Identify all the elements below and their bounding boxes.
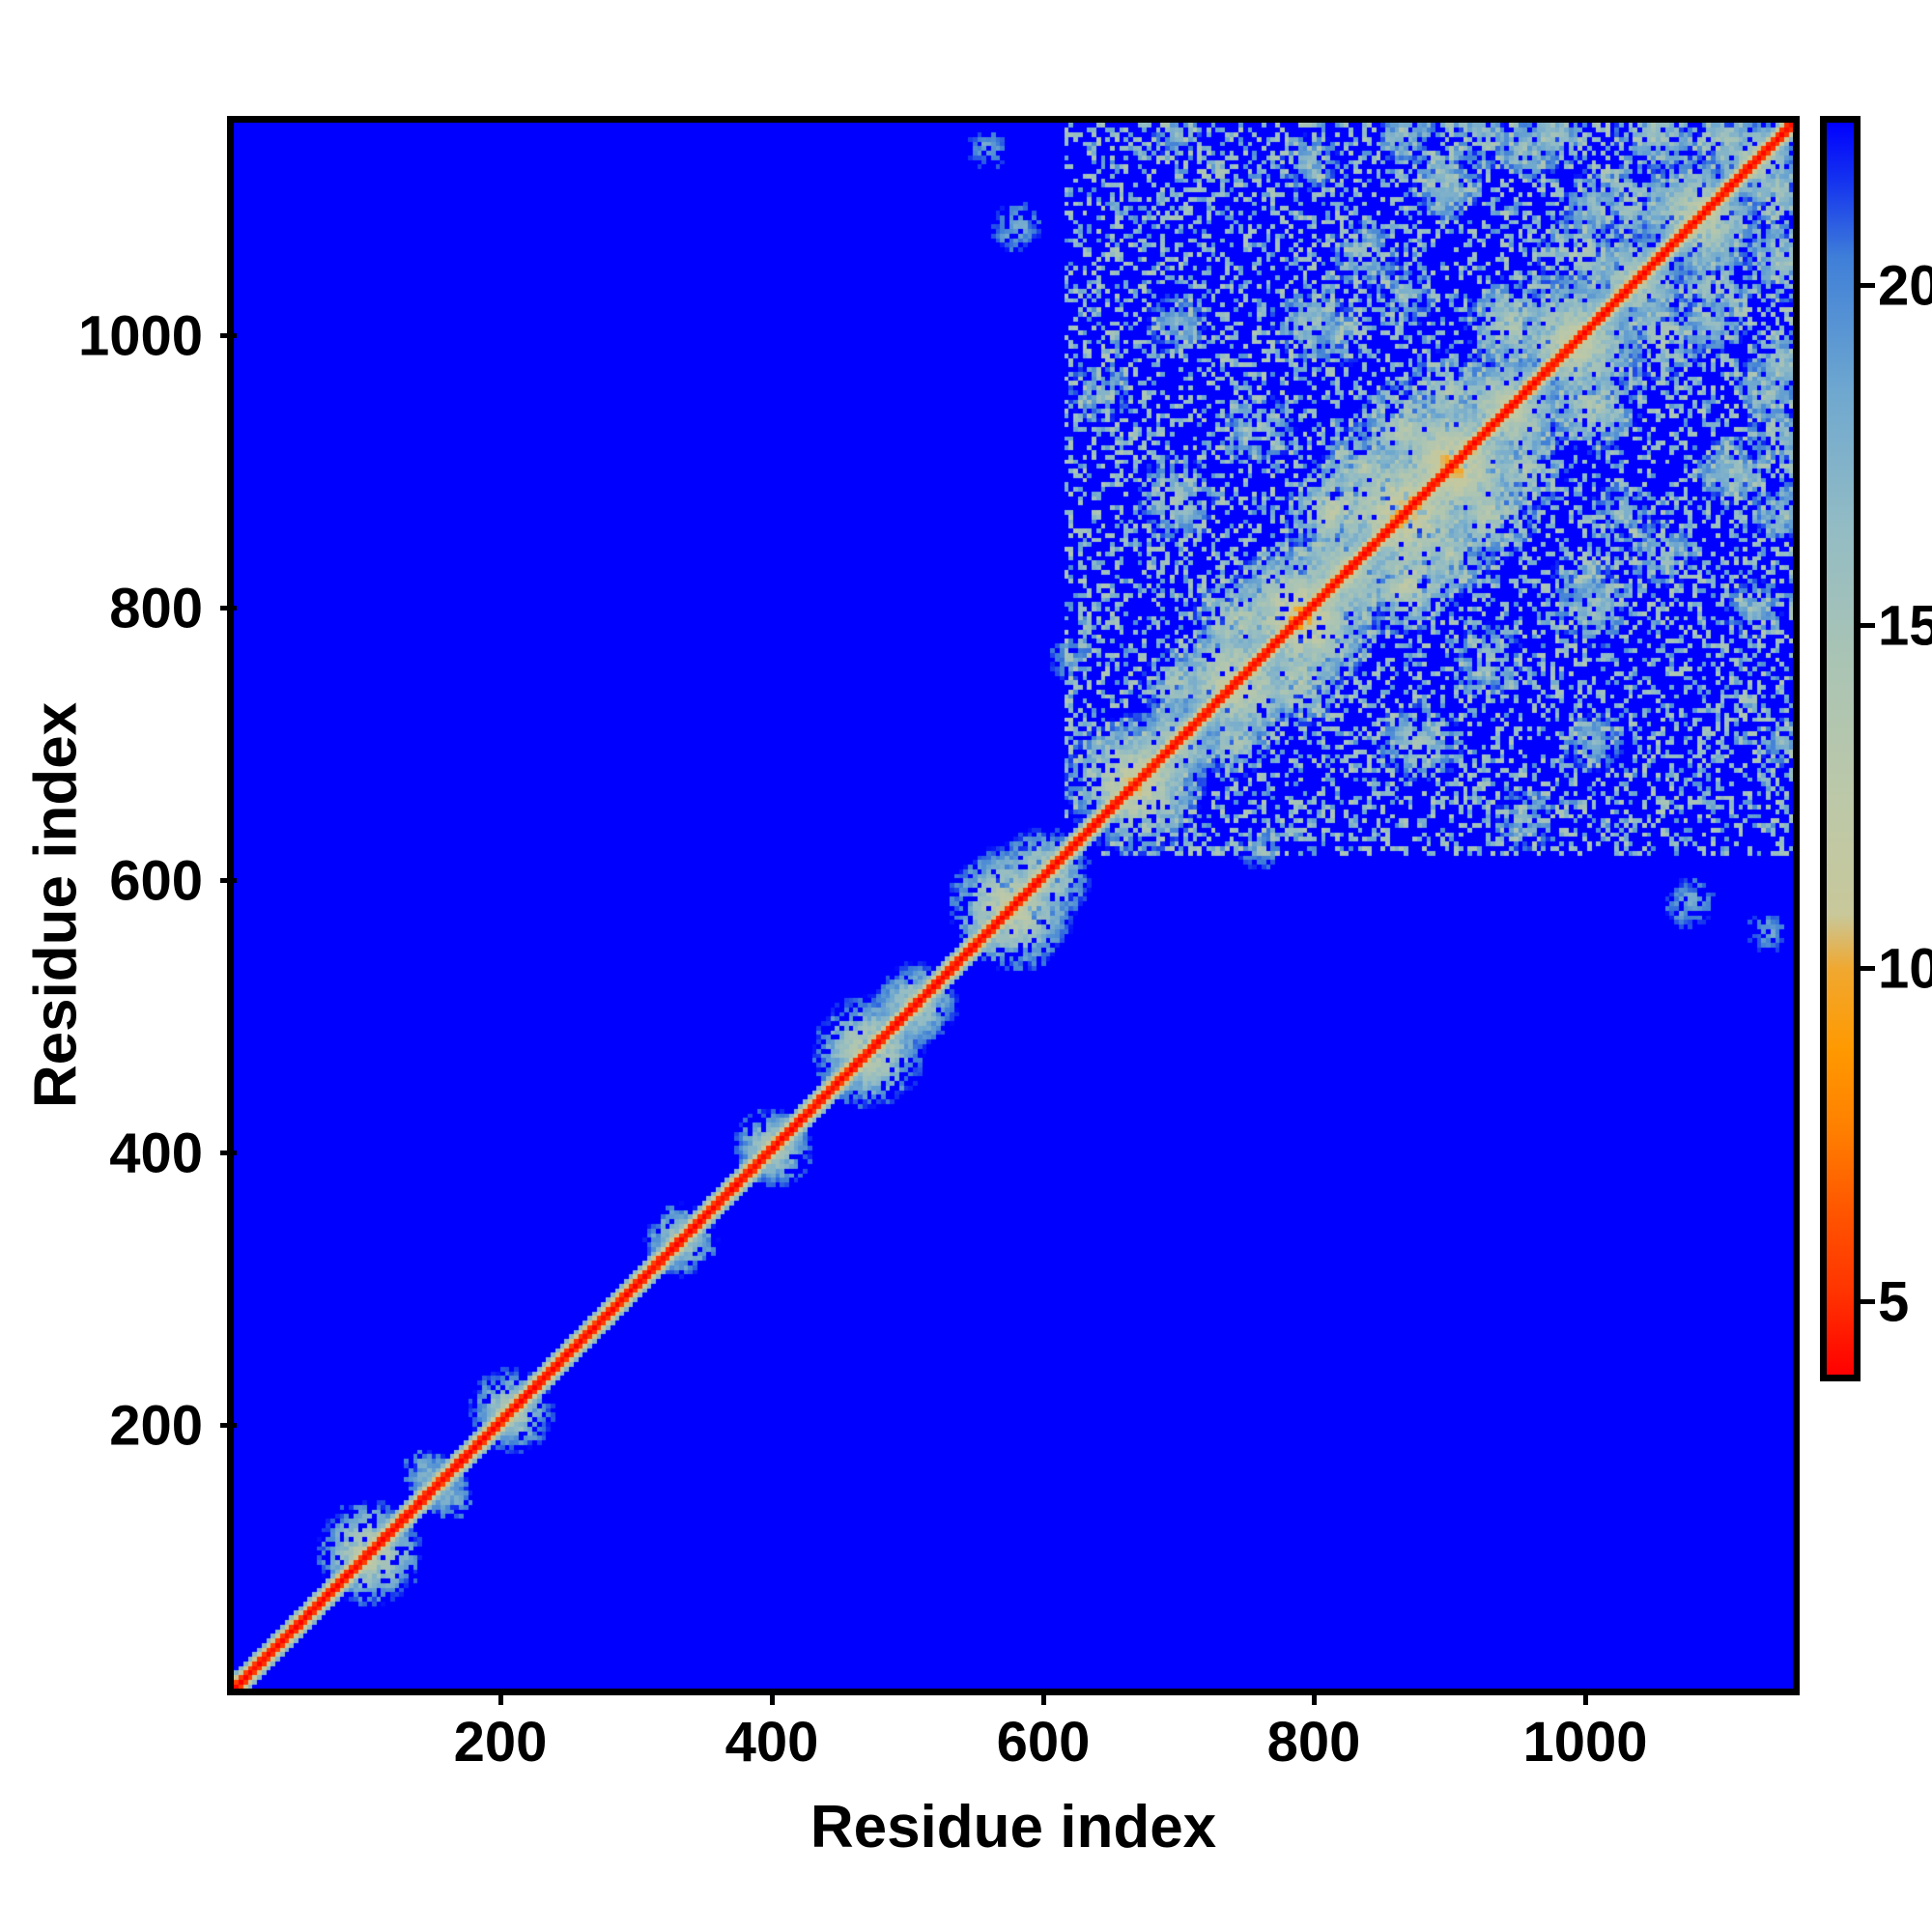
y-tick-200 [220,1423,237,1428]
y-ticklabel-600: 600 [109,849,203,913]
y-tick-600 [220,878,237,883]
colorbar-label-20: 20 [1878,254,1932,318]
colorbar-tick-15 [1861,623,1875,628]
x-ticklabel-400: 400 [724,1711,819,1774]
x-tick-600 [1041,1689,1046,1705]
x-ticklabel-800: 800 [1266,1711,1361,1774]
x-ticklabel-600: 600 [996,1711,1091,1774]
y-tick-800 [220,606,237,611]
contact-map-plot [227,116,1800,1695]
colorbar-gradient [1827,123,1854,1375]
x-ticklabel-200: 200 [453,1711,548,1774]
y-ticklabel-1000: 1000 [77,304,203,368]
colorbar [1820,116,1861,1381]
x-tick-1000 [1583,1689,1588,1705]
y-ticklabel-800: 800 [109,577,203,640]
y-ticklabel-200: 200 [109,1394,203,1458]
colorbar-label-10: 10 [1878,937,1932,1001]
colorbar-label-15: 15 [1878,594,1932,658]
x-tick-800 [1312,1689,1317,1705]
colorbar-label-5: 5 [1878,1270,1910,1334]
colorbar-tick-10 [1861,966,1875,971]
x-tick-400 [770,1689,775,1705]
y-tick-400 [220,1151,237,1155]
x-ticklabel-1000: 1000 [1522,1711,1648,1774]
y-ticklabel-400: 400 [109,1122,203,1185]
colorbar-tick-5 [1861,1299,1875,1304]
y-axis-title: Residue index [22,701,90,1109]
x-tick-200 [498,1689,503,1705]
colorbar-tick-20 [1861,283,1875,288]
heatmap-matrix [234,123,1793,1689]
x-axis-title: Residue index [810,1794,1217,1861]
y-tick-1000 [220,333,237,338]
